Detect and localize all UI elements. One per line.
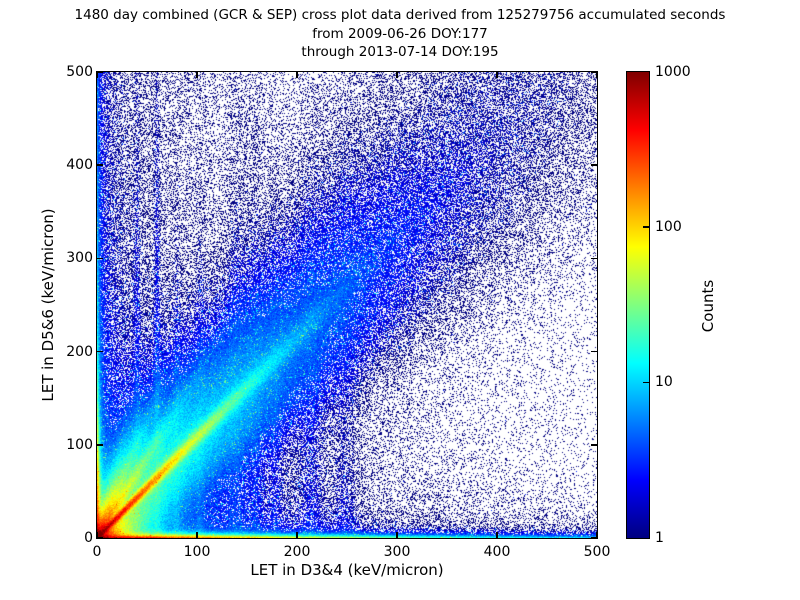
x-tick-mark-top bbox=[96, 72, 98, 78]
colorbar bbox=[626, 71, 650, 539]
x-axis-label: LET in D3&4 (keV/micron) bbox=[250, 561, 444, 579]
colorbar-tick-mark bbox=[642, 381, 649, 384]
x-tick-mark bbox=[296, 532, 298, 538]
y-tick-label: 400 bbox=[66, 157, 93, 174]
y-tick-mark-right bbox=[591, 350, 597, 353]
plot-frame bbox=[96, 71, 598, 539]
y-tick-mark-right bbox=[591, 71, 597, 73]
colorbar-tick-mark bbox=[642, 226, 649, 228]
x-tick-mark bbox=[596, 532, 598, 538]
x-tick-label: 200 bbox=[283, 544, 311, 560]
x-tick-mark bbox=[196, 532, 198, 538]
x-tick-mark-top bbox=[396, 72, 398, 78]
colorbar-tick-label: 1000 bbox=[655, 64, 691, 80]
x-tick-mark bbox=[496, 532, 498, 538]
figure-title-line1: 1480 day combined (GCR & SEP) cross plot… bbox=[74, 7, 726, 23]
y-tick-label: 300 bbox=[66, 250, 93, 267]
y-tick-label: 0 bbox=[84, 530, 93, 546]
x-tick-label: 0 bbox=[92, 544, 102, 560]
y-tick-mark-right bbox=[591, 257, 597, 260]
y-tick-mark bbox=[97, 537, 103, 539]
x-tick-mark-top bbox=[496, 72, 498, 78]
colorbar-tick-label: 10 bbox=[655, 374, 673, 391]
y-tick-label: 200 bbox=[66, 343, 93, 360]
x-tick-mark bbox=[396, 532, 398, 538]
y-tick-label: 100 bbox=[66, 436, 93, 453]
x-tick-label: 300 bbox=[383, 544, 411, 560]
y-tick-mark bbox=[97, 350, 103, 353]
y-tick-mark-right bbox=[591, 537, 597, 539]
y-tick-mark bbox=[97, 164, 103, 166]
y-tick-mark bbox=[97, 444, 103, 446]
y-tick-mark-right bbox=[591, 444, 597, 446]
figure-title-line2: from 2009-06-26 DOY:177 bbox=[312, 26, 488, 42]
x-tick-label: 500 bbox=[583, 544, 611, 560]
figure-title-line3: through 2013-07-14 DOY:195 bbox=[301, 44, 499, 60]
colorbar-tick-label: 100 bbox=[655, 219, 682, 236]
x-tick-mark-top bbox=[196, 72, 198, 78]
y-tick-mark bbox=[97, 257, 103, 260]
colorbar-tick-label: 1 bbox=[655, 529, 664, 546]
x-tick-label: 100 bbox=[183, 544, 211, 560]
x-tick-label: 400 bbox=[483, 544, 511, 560]
heatmap-canvas bbox=[97, 72, 597, 538]
colorbar-label: Counts bbox=[699, 279, 717, 333]
y-tick-mark-right bbox=[591, 164, 597, 166]
y-tick-mark bbox=[97, 71, 103, 73]
y-tick-label: 500 bbox=[66, 64, 93, 80]
x-tick-mark-top bbox=[296, 72, 298, 78]
x-tick-mark-top bbox=[596, 72, 598, 78]
y-axis-label: LET in D5&6 (keV/micron) bbox=[39, 208, 57, 402]
x-tick-mark bbox=[96, 532, 98, 538]
